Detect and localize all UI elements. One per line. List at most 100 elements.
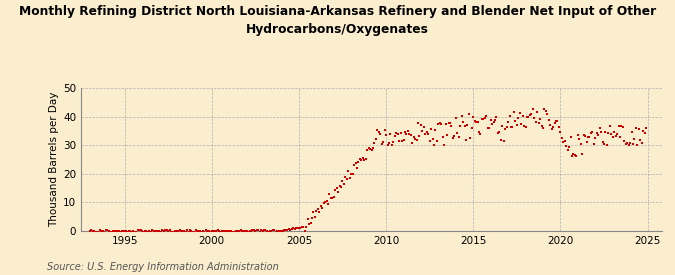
Point <box>209 229 220 233</box>
Point <box>462 123 472 127</box>
Point <box>633 127 644 131</box>
Point <box>599 142 610 146</box>
Point <box>616 124 627 128</box>
Point <box>343 169 354 174</box>
Point <box>421 130 432 134</box>
Point <box>128 229 138 233</box>
Point <box>414 134 425 138</box>
Point <box>134 228 144 232</box>
Point <box>349 163 360 167</box>
Point <box>116 229 127 233</box>
Point <box>96 229 107 233</box>
Point <box>242 230 253 234</box>
Point <box>138 230 149 234</box>
Point <box>623 143 634 147</box>
Point <box>595 130 606 134</box>
Point <box>498 139 509 144</box>
Point <box>154 229 165 233</box>
Point <box>102 228 113 233</box>
Point <box>600 130 611 134</box>
Point <box>551 119 562 123</box>
Point <box>212 228 223 233</box>
Point <box>502 125 512 129</box>
Point <box>450 116 461 120</box>
Point <box>342 176 352 181</box>
Point <box>263 229 274 234</box>
Point <box>410 137 421 141</box>
Point <box>514 111 525 115</box>
Point <box>604 124 615 129</box>
Point <box>464 112 475 116</box>
Point <box>484 126 495 130</box>
Point <box>609 130 620 134</box>
Point <box>347 172 358 177</box>
Point <box>107 229 118 233</box>
Point <box>522 115 533 120</box>
Point <box>176 229 186 233</box>
Point <box>346 172 356 176</box>
Point <box>189 230 200 234</box>
Point <box>144 229 155 233</box>
Point <box>418 125 429 129</box>
Point <box>572 133 583 137</box>
Point <box>180 229 191 234</box>
Point <box>218 228 229 233</box>
Point <box>318 201 329 205</box>
Point <box>324 192 335 197</box>
Point <box>192 229 202 233</box>
Point <box>545 122 556 127</box>
Point <box>397 139 408 143</box>
Point <box>103 229 114 234</box>
Point <box>174 228 185 233</box>
Point <box>547 125 558 130</box>
Point <box>395 131 406 135</box>
Point <box>92 229 103 234</box>
Point <box>425 139 435 143</box>
Point <box>99 230 109 234</box>
Point <box>433 122 443 126</box>
Point <box>159 228 169 233</box>
Point <box>117 229 128 233</box>
Point <box>241 229 252 234</box>
Point <box>215 229 226 234</box>
Point <box>580 134 591 138</box>
Point <box>437 134 448 139</box>
Point <box>109 229 119 233</box>
Point <box>160 228 171 232</box>
Point <box>535 117 545 122</box>
Point <box>417 128 428 133</box>
Point <box>371 137 381 142</box>
Point <box>126 230 137 234</box>
Point <box>629 137 640 141</box>
Point <box>298 225 308 229</box>
Point <box>202 229 213 233</box>
Point <box>555 130 566 134</box>
Point <box>503 120 514 125</box>
Point <box>382 143 393 147</box>
Point <box>477 117 487 121</box>
Point <box>236 228 246 232</box>
Point <box>481 114 491 119</box>
Point <box>517 113 528 118</box>
Point <box>614 135 625 140</box>
Point <box>469 119 480 123</box>
Point <box>566 154 577 158</box>
Point <box>554 125 564 129</box>
Point <box>277 229 288 233</box>
Point <box>590 136 601 140</box>
Point <box>571 153 582 158</box>
Point <box>101 228 111 232</box>
Point <box>276 229 287 234</box>
Point <box>106 229 117 234</box>
Point <box>317 205 327 210</box>
Point <box>359 157 370 162</box>
Point <box>622 141 632 145</box>
Point <box>369 141 380 145</box>
Point <box>416 123 427 127</box>
Point <box>86 228 97 232</box>
Point <box>489 117 500 122</box>
Point <box>256 228 267 233</box>
Point <box>558 140 569 145</box>
Point <box>254 229 265 234</box>
Point <box>630 126 641 130</box>
